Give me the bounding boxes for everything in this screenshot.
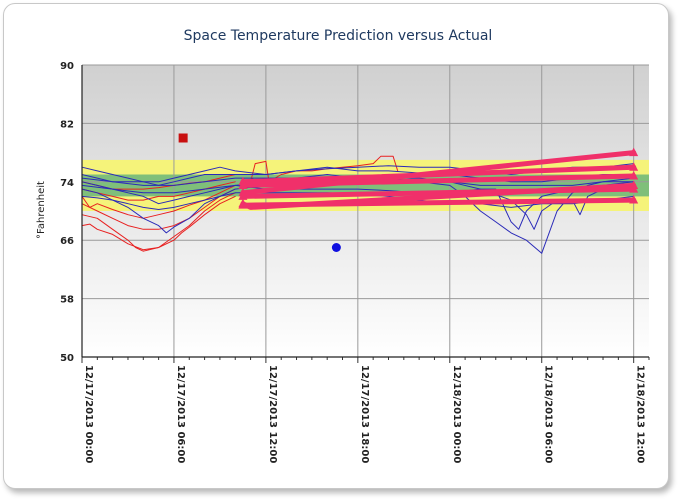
series-line-prediction-20 [240, 197, 637, 208]
series-line-prediction-19 [240, 186, 637, 199]
series-line-prediction-17 [240, 173, 637, 188]
prediction-triangle-marker [629, 195, 639, 204]
prediction-triangle-marker [238, 191, 248, 200]
series-line-actual_red-6 [250, 155, 399, 183]
prediction-triangle-marker [629, 184, 639, 193]
x-tick-label: 12/18/2013 00:00 [451, 365, 462, 463]
square-marker [178, 133, 188, 143]
y-tick-label: 82 [60, 119, 74, 130]
series-line-actual_red-4 [81, 181, 236, 201]
y-tick-label: 66 [60, 236, 74, 247]
series-line-actual_red-2 [81, 188, 236, 230]
prediction-triangle-marker [629, 147, 639, 157]
circle-marker [331, 243, 341, 252]
series-line-actual_blue-12 [81, 192, 635, 210]
x-tick-label: 12/18/2013 06:00 [543, 365, 554, 463]
prediction-triangle-marker [629, 170, 639, 180]
x-tick-label: 12/17/2013 00:00 [83, 365, 94, 463]
x-tick-label: 12/17/2013 18:00 [359, 365, 370, 463]
y-tick-label: 50 [60, 353, 74, 364]
series-line-actual_red-3 [81, 184, 236, 219]
y-tick-label: 58 [60, 295, 74, 306]
prediction-triangle-marker [629, 162, 639, 171]
prediction-triangle-marker [238, 180, 248, 189]
y-tick-label: 90 [60, 61, 74, 72]
y-axis-label: °Fahrenheit [36, 181, 47, 239]
y-tick-label: 74 [60, 178, 74, 189]
series-line-actual_red-1 [81, 192, 236, 252]
x-tick-label: 12/17/2013 06:00 [175, 365, 186, 463]
series-line-prediction-16 [240, 164, 637, 185]
x-tick-label: 12/18/2013 12:00 [635, 365, 646, 463]
x-tick-label: 12/17/2013 12:00 [267, 365, 278, 463]
prediction-triangle-marker [238, 200, 248, 209]
chart-title: Space Temperature Prediction versus Actu… [184, 28, 493, 44]
